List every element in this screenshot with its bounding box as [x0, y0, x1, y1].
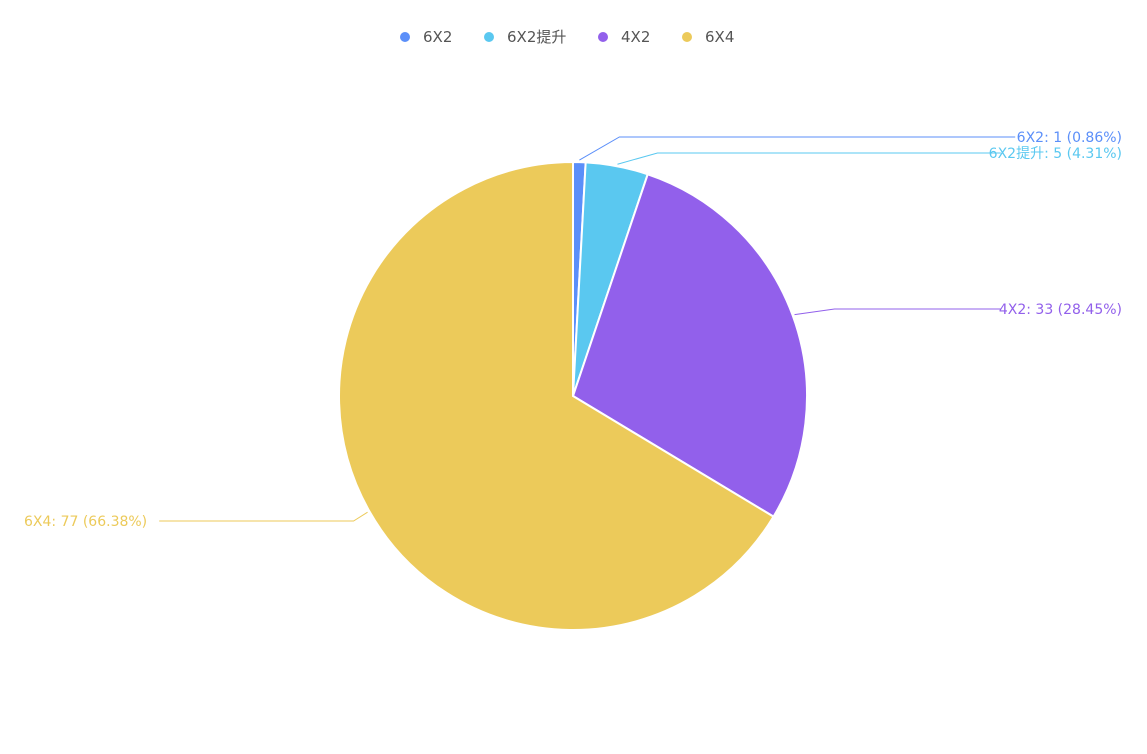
- legend-label: 6X4: [705, 28, 734, 46]
- legend-marker: [484, 32, 494, 42]
- pie-slices: [338, 160, 809, 631]
- slice-label-6x2--up: 6X2提升: 5 (4.31%): [989, 146, 1122, 162]
- legend: 6X2 6X2提升 4X2 6X4: [400, 28, 734, 46]
- legend-marker: [598, 32, 608, 42]
- legend-label: 6X2: [423, 28, 452, 46]
- legend-item-6x2--up[interactable]: 6X2提升: [484, 28, 566, 46]
- legend-item-4x2[interactable]: 4X2: [598, 28, 650, 46]
- leader-line: [617, 152, 1001, 165]
- slice-label-6x2: 6X2: 1 (0.86%): [1017, 130, 1122, 146]
- pie-slice-6x4[interactable]: [338, 160, 775, 631]
- legend-label: 4X2: [621, 28, 650, 46]
- legend-item-6x2[interactable]: 6X2: [400, 28, 452, 46]
- label-leader-lines: [159, 136, 1016, 522]
- slice-label-6x4: 6X4: 77 (66.38%): [24, 514, 147, 530]
- slice-label-4x2: 4X2: 33 (28.45%): [999, 302, 1122, 318]
- leader-line: [159, 511, 368, 522]
- legend-marker: [682, 32, 692, 42]
- legend-label: 6X2提升: [507, 28, 566, 46]
- legend-marker: [400, 32, 410, 42]
- legend-item-6x4[interactable]: 6X4: [682, 28, 734, 46]
- slice-labels: 6X2: 1 (0.86%)6X2提升: 5 (4.31%) 4X2: 33 (2…: [24, 130, 1122, 530]
- leader-line: [579, 136, 1016, 161]
- leader-line: [794, 308, 1001, 316]
